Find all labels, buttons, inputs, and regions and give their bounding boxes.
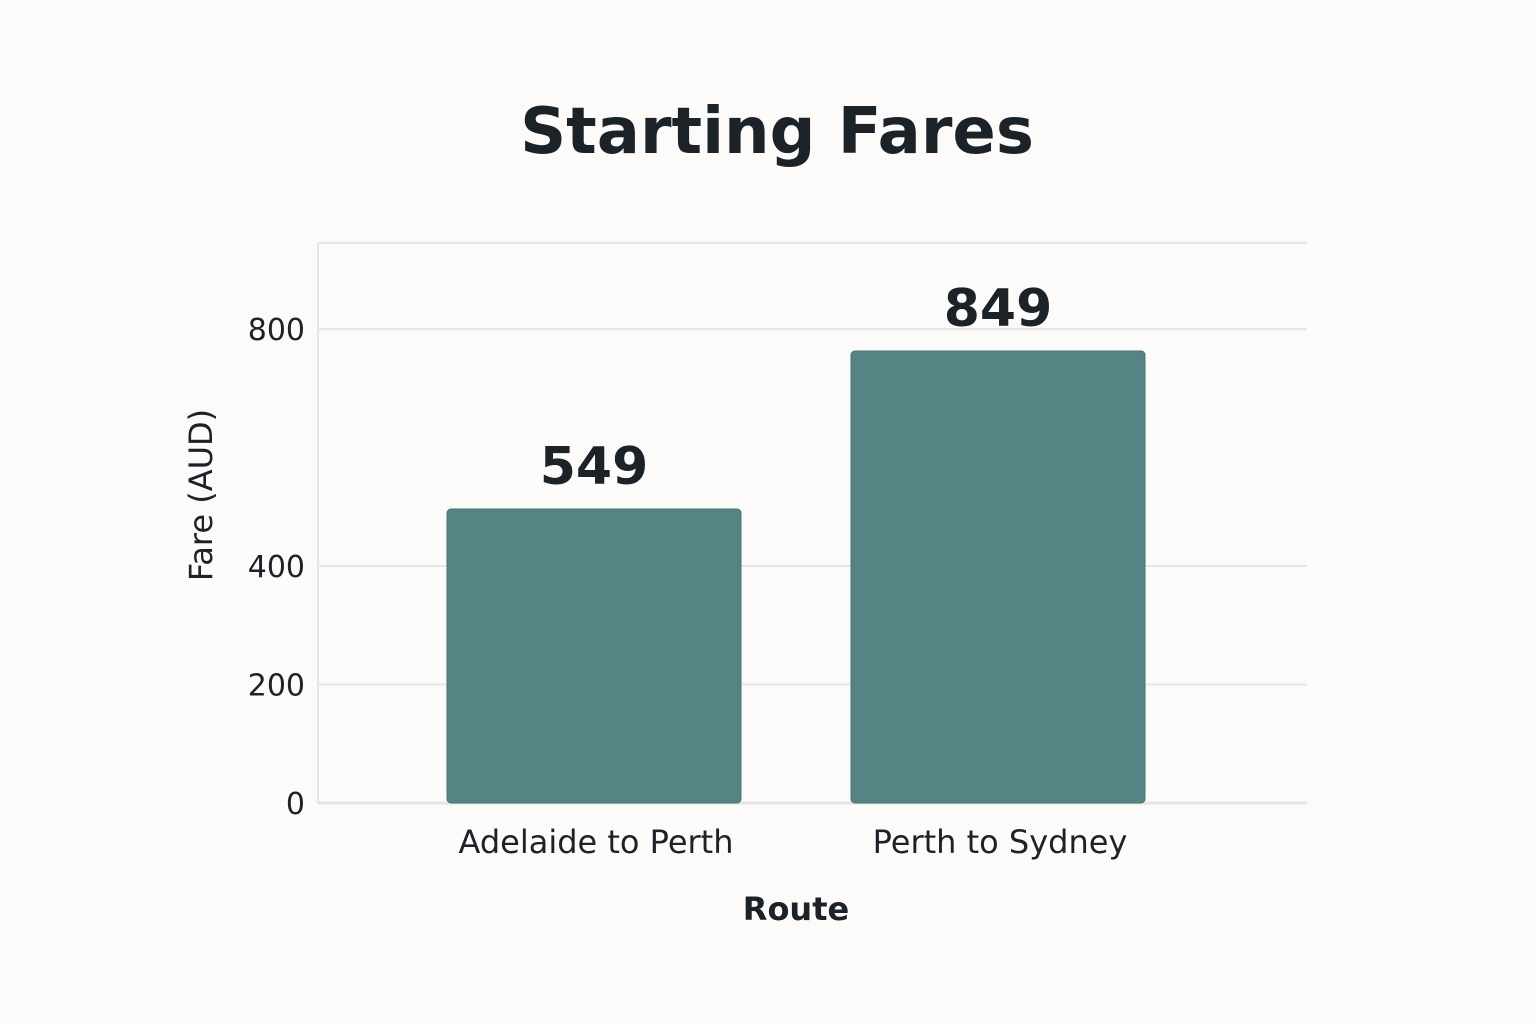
y-tick-label-800: 800 — [248, 313, 305, 348]
x-axis-label: Route — [743, 890, 849, 928]
x-axis-categories: Adelaide to Perth Perth to Sydney — [458, 823, 1127, 861]
data-label-2: 849 — [944, 279, 1053, 339]
x-tick-label-1: Adelaide to Perth — [458, 823, 733, 861]
chart-title: Starting Fares — [520, 95, 1034, 169]
bar-1 — [446, 508, 742, 804]
y-tick-label-200: 200 — [248, 669, 305, 704]
y-axis-ticks: 0 200 400 800 — [248, 313, 305, 822]
bars — [446, 350, 1146, 804]
bar-2 — [850, 350, 1146, 804]
data-labels: 549 849 — [540, 279, 1053, 497]
y-tick-label-0: 0 — [286, 787, 305, 822]
y-tick-label-400: 400 — [248, 550, 305, 585]
y-axis-label: Fare (AUD) — [182, 409, 220, 581]
data-label-1: 549 — [540, 437, 649, 497]
x-tick-label-2: Perth to Sydney — [873, 823, 1128, 861]
